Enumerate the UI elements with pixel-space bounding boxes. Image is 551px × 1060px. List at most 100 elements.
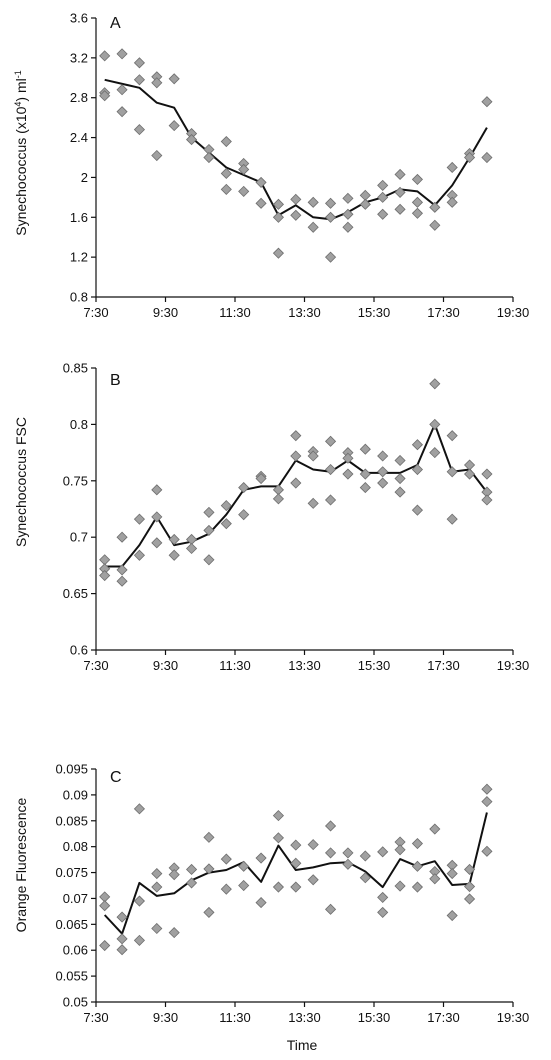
panel-c-x-tick-label: 9:30 — [153, 1010, 178, 1025]
panel-b-data-point — [324, 463, 337, 476]
panel-c-data-point — [290, 881, 302, 893]
panel-a-data-point — [377, 191, 389, 203]
panel-c-data-point — [324, 847, 337, 859]
panel-a-data-point — [429, 219, 441, 231]
panel-b-data-point — [481, 494, 493, 506]
panel-c-data-point — [411, 837, 424, 850]
panel-c-trend-line — [103, 812, 488, 935]
panel-c-data-point — [255, 897, 267, 909]
panel-b-data-point — [255, 472, 267, 485]
panel-b-data-point — [394, 486, 406, 498]
panel-a-y-tick-label: 3.6 — [70, 11, 88, 26]
panel-b-y-tick-label: 0.6 — [70, 643, 88, 658]
panel-b-x-tick-label: 19:30 — [497, 658, 530, 673]
panel-c-data-point — [185, 863, 198, 876]
panel-c-data-point — [377, 891, 389, 903]
panel-a-data-point — [411, 173, 424, 185]
panel-b-y-tick-label: 0.85 — [63, 361, 88, 376]
panel-b-data-point — [151, 484, 163, 496]
panel-c-data-point — [168, 869, 180, 881]
panel-c-data-point — [151, 868, 163, 880]
panel-a-y-tick-label: 1.2 — [70, 250, 88, 265]
panel-b-trend-line — [104, 423, 488, 568]
panel-a-data-point — [133, 124, 146, 136]
panel-a-data-point — [377, 208, 389, 220]
panel-a-x-tick-label: 17:30 — [427, 305, 460, 320]
panel-a-data-point — [203, 151, 215, 164]
panel-b-data-point — [290, 430, 302, 442]
panel-a-data-point — [324, 211, 337, 223]
panel-c-data-point — [203, 863, 215, 875]
panel-b-x-tick-label: 15:30 — [358, 658, 391, 673]
panel-b-data-point — [238, 509, 250, 521]
panel-a-x-tick-label: 19:30 — [497, 305, 530, 320]
panel-c-y-tick-label: 0.05 — [63, 995, 88, 1010]
panel-b-x-tick-label: 9:30 — [153, 658, 178, 673]
panel-c-data-point — [481, 845, 493, 857]
panel-a-data-point — [342, 192, 354, 204]
panel-c-data-point — [394, 844, 406, 856]
panel-a-x-tick-label: 7:30 — [83, 305, 108, 320]
panel-c-y-tick-label: 0.085 — [55, 813, 88, 828]
panel-c-data-point — [203, 831, 215, 843]
panel-b-data-point — [411, 463, 424, 476]
panel-b-data-point — [220, 500, 232, 512]
panel-b-data-point — [203, 506, 215, 518]
panel-c-x-tick-label: 13:30 — [288, 1010, 321, 1025]
panel-a-letter: A — [110, 15, 121, 32]
panel-b-data-point — [151, 537, 163, 549]
panel-a-data-point — [446, 196, 458, 208]
panel-a-data-point — [116, 106, 128, 118]
panel-c-data-point — [220, 883, 232, 895]
panel-a-data-point — [290, 209, 302, 221]
panel-b-data-point — [307, 497, 319, 509]
panel-a-data-point — [272, 247, 285, 259]
panel-c-data-point — [290, 839, 302, 851]
panel-b-data-point — [324, 435, 337, 447]
panel-c-data-point — [116, 944, 128, 956]
panel-b-data-point — [481, 468, 493, 480]
panel-c-data-point — [446, 868, 458, 880]
panel-c-data-point — [203, 906, 215, 918]
panel-b-data-point — [411, 504, 424, 516]
panel-a-data-point — [220, 167, 232, 180]
panel-c-data-point — [255, 852, 267, 864]
panel-a-data-point — [133, 57, 146, 69]
panel-a-data-point — [307, 221, 319, 233]
panel-a-x-tick-label: 9:30 — [153, 305, 178, 320]
panel-b-data-point — [203, 524, 215, 536]
panel-c-data-point — [324, 820, 337, 832]
panel-b-data-point — [133, 549, 146, 561]
panel-c-x-tick-label: 11:30 — [219, 1010, 251, 1025]
panel-a-x-tick-label: 15:30 — [358, 305, 391, 320]
panel-c-data-point — [481, 783, 493, 795]
panel-b-y-tick-label: 0.8 — [70, 417, 88, 432]
panel-c-data-point — [185, 877, 198, 889]
panel-c-data-point — [116, 911, 128, 923]
panel-c-data-point — [168, 927, 180, 939]
panel-b-data-point — [359, 468, 371, 480]
panel-c-x-tick-label: 15:30 — [358, 1010, 391, 1025]
panel-a-x-tick-label: 11:30 — [219, 305, 251, 320]
panel-c-data-point — [324, 903, 337, 915]
panel-c-data-point — [133, 895, 146, 907]
panel-b-y-tick-label: 0.75 — [63, 473, 88, 488]
panel-a-data-point — [481, 151, 493, 164]
panel-b-data-point — [290, 450, 302, 462]
panel-a-data-point — [255, 176, 267, 188]
panel-b-data-point — [429, 378, 441, 390]
panel-a-data-point — [307, 196, 319, 208]
panel-c-y-tick-label: 0.09 — [63, 787, 88, 802]
panel-c-data-point — [429, 873, 441, 885]
panel-c-data-point — [99, 939, 111, 952]
panel-a-y-tick-label: 0.8 — [70, 290, 88, 305]
panel-b-data-point — [446, 430, 458, 442]
panel-a-ylabel: Synechococcus (x104) ml-1 — [13, 70, 29, 236]
panel-b-x-tick-label: 11:30 — [219, 658, 251, 673]
panel-a-ylabel-sup1: 4 — [13, 102, 23, 107]
panel-a-y-tick-label: 1.6 — [70, 210, 88, 225]
panel-a-data-point — [394, 168, 406, 181]
panel-c-data-point — [463, 863, 476, 876]
panel-a-data-point — [411, 207, 424, 219]
panel-b-data-point — [168, 549, 180, 561]
